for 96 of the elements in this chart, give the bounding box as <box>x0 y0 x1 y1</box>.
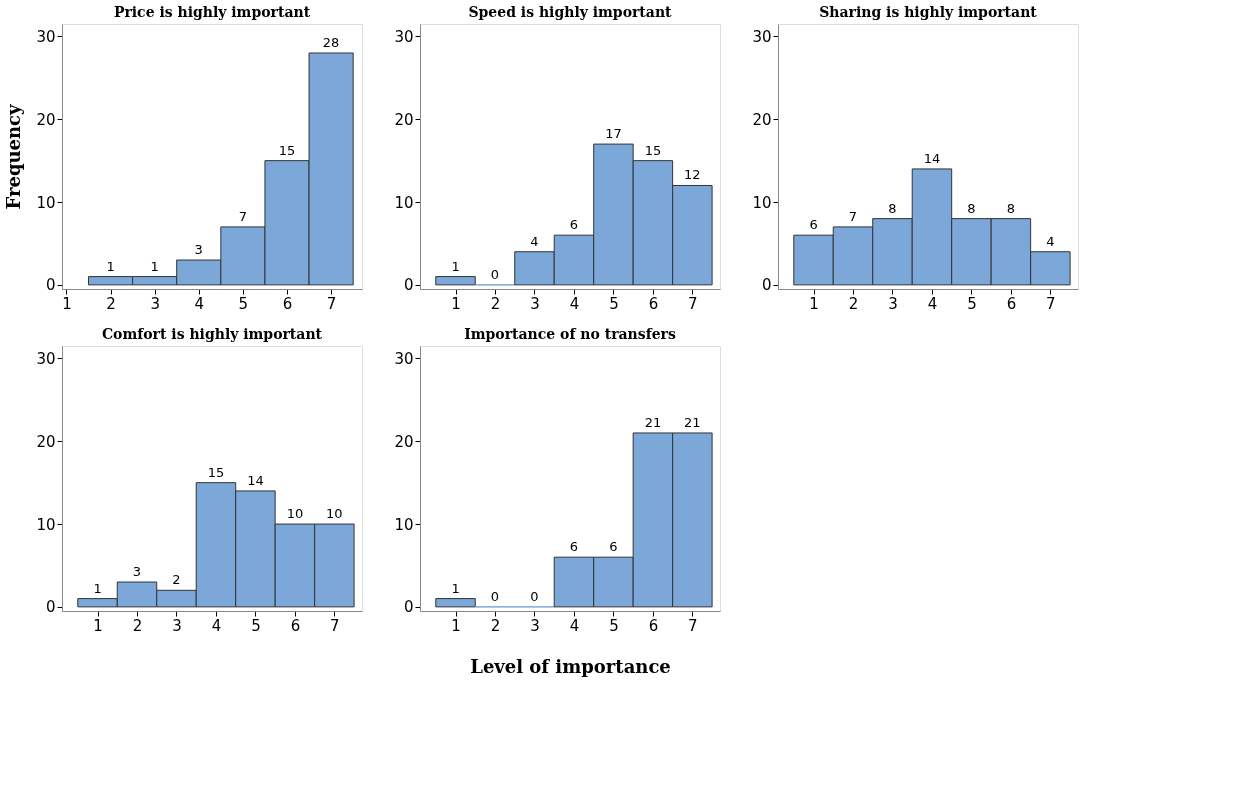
x-tick-label: 4 <box>927 294 938 313</box>
data-label: 0 <box>530 588 539 604</box>
y-tick-label: 30 <box>36 27 56 46</box>
y-tick-label: 20 <box>36 110 56 129</box>
y-tick-label: 10 <box>394 193 414 212</box>
x-axis-title: Level of importance <box>470 655 671 677</box>
data-label: 6 <box>569 217 579 233</box>
x-tick-label: 5 <box>967 294 977 313</box>
y-tick-label: 10 <box>752 193 772 212</box>
data-label: 1 <box>150 258 159 274</box>
y-tick-label: 0 <box>403 598 414 617</box>
data-label: 14 <box>923 150 941 166</box>
x-tick-label: 7 <box>326 294 337 313</box>
data-label: 10 <box>286 506 304 522</box>
data-label: 21 <box>644 414 662 430</box>
x-tick-label: 4 <box>569 294 580 313</box>
chart-title: Sharing is highly important <box>819 4 1038 20</box>
x-tick-label: 7 <box>330 616 340 635</box>
y-tick-label: 0 <box>761 276 772 295</box>
y-tick-label: 30 <box>752 27 772 46</box>
data-label: 2 <box>172 572 181 588</box>
data-label: 21 <box>684 414 701 430</box>
y-tick-label: 20 <box>752 110 772 129</box>
x-tick-label: 3 <box>530 616 540 635</box>
x-tick-label: 7 <box>688 616 698 635</box>
data-label: 0 <box>490 588 500 604</box>
data-label: 8 <box>888 200 897 216</box>
data-label: 7 <box>238 208 248 224</box>
x-tick-label: 5 <box>609 616 619 635</box>
y-tick-label: 20 <box>394 432 414 451</box>
data-label: 6 <box>809 217 818 233</box>
x-tick-label: 3 <box>530 294 540 313</box>
x-tick-label: 2 <box>490 294 501 313</box>
data-label: 10 <box>326 506 343 522</box>
chart-title: Speed is highly important <box>468 4 673 20</box>
data-label: 15 <box>644 142 662 158</box>
data-label: 6 <box>609 539 618 555</box>
data-label: 8 <box>1006 200 1016 216</box>
data-label: 4 <box>1046 233 1055 249</box>
y-tick-label: 20 <box>394 110 414 129</box>
x-tick-label: 2 <box>848 294 859 313</box>
chart-title: Importance of no transfers <box>464 326 676 342</box>
data-label: 28 <box>322 34 340 50</box>
y-tick-label: 0 <box>403 276 414 295</box>
data-label: 15 <box>207 464 225 480</box>
data-label: 8 <box>967 200 976 216</box>
x-tick-label: 3 <box>172 616 182 635</box>
x-tick-label: 4 <box>211 616 222 635</box>
data-label: 4 <box>530 233 539 249</box>
x-tick-label: 4 <box>569 616 580 635</box>
data-label: 15 <box>278 142 296 158</box>
x-tick-label: 1 <box>451 616 461 635</box>
y-tick-label: 0 <box>45 276 56 295</box>
data-label: 12 <box>684 167 701 183</box>
x-tick-label: 1 <box>809 294 819 313</box>
x-tick-label: 5 <box>251 616 261 635</box>
x-tick-label: 6 <box>648 616 659 635</box>
data-label: 1 <box>106 258 115 274</box>
y-tick-label: 30 <box>36 349 56 368</box>
y-tick-label: 0 <box>45 598 56 617</box>
y-tick-label: 10 <box>36 515 56 534</box>
x-tick-label: 6 <box>282 294 293 313</box>
data-label: 1 <box>451 580 460 596</box>
x-tick-label: 4 <box>194 294 205 313</box>
x-tick-label: 5 <box>238 294 249 313</box>
data-label: 1 <box>451 258 460 274</box>
x-tick-label: 2 <box>490 616 501 635</box>
x-tick-label: 3 <box>150 294 160 313</box>
x-tick-label: 2 <box>132 616 143 635</box>
x-tick-label: 7 <box>688 294 698 313</box>
data-label: 14 <box>247 472 264 488</box>
x-tick-label: 3 <box>888 294 898 313</box>
x-tick-label: 1 <box>93 616 103 635</box>
y-axis-title: Frequency <box>3 103 25 210</box>
chart-title: Price is highly important <box>113 4 311 20</box>
data-label: 7 <box>848 208 858 224</box>
x-tick-label: 5 <box>609 294 619 313</box>
x-tick-label: 1 <box>62 294 72 313</box>
data-label: 3 <box>132 564 142 580</box>
x-tick-label: 6 <box>648 294 659 313</box>
y-tick-label: 30 <box>394 349 414 368</box>
data-label: 1 <box>93 580 102 596</box>
data-label: 3 <box>194 242 203 258</box>
data-label: 0 <box>490 266 500 282</box>
data-label: 6 <box>569 539 579 555</box>
y-tick-label: 20 <box>36 432 56 451</box>
x-tick-label: 7 <box>1046 294 1056 313</box>
x-tick-label: 2 <box>106 294 116 313</box>
x-tick-label: 6 <box>290 616 301 635</box>
x-tick-label: 1 <box>451 294 461 313</box>
x-tick-label: 6 <box>1006 294 1017 313</box>
y-tick-label: 30 <box>394 27 414 46</box>
y-tick-label: 10 <box>394 515 414 534</box>
chart-title: Comfort is highly important <box>101 326 323 342</box>
y-tick-label: 10 <box>36 193 56 212</box>
data-label: 17 <box>605 126 622 142</box>
